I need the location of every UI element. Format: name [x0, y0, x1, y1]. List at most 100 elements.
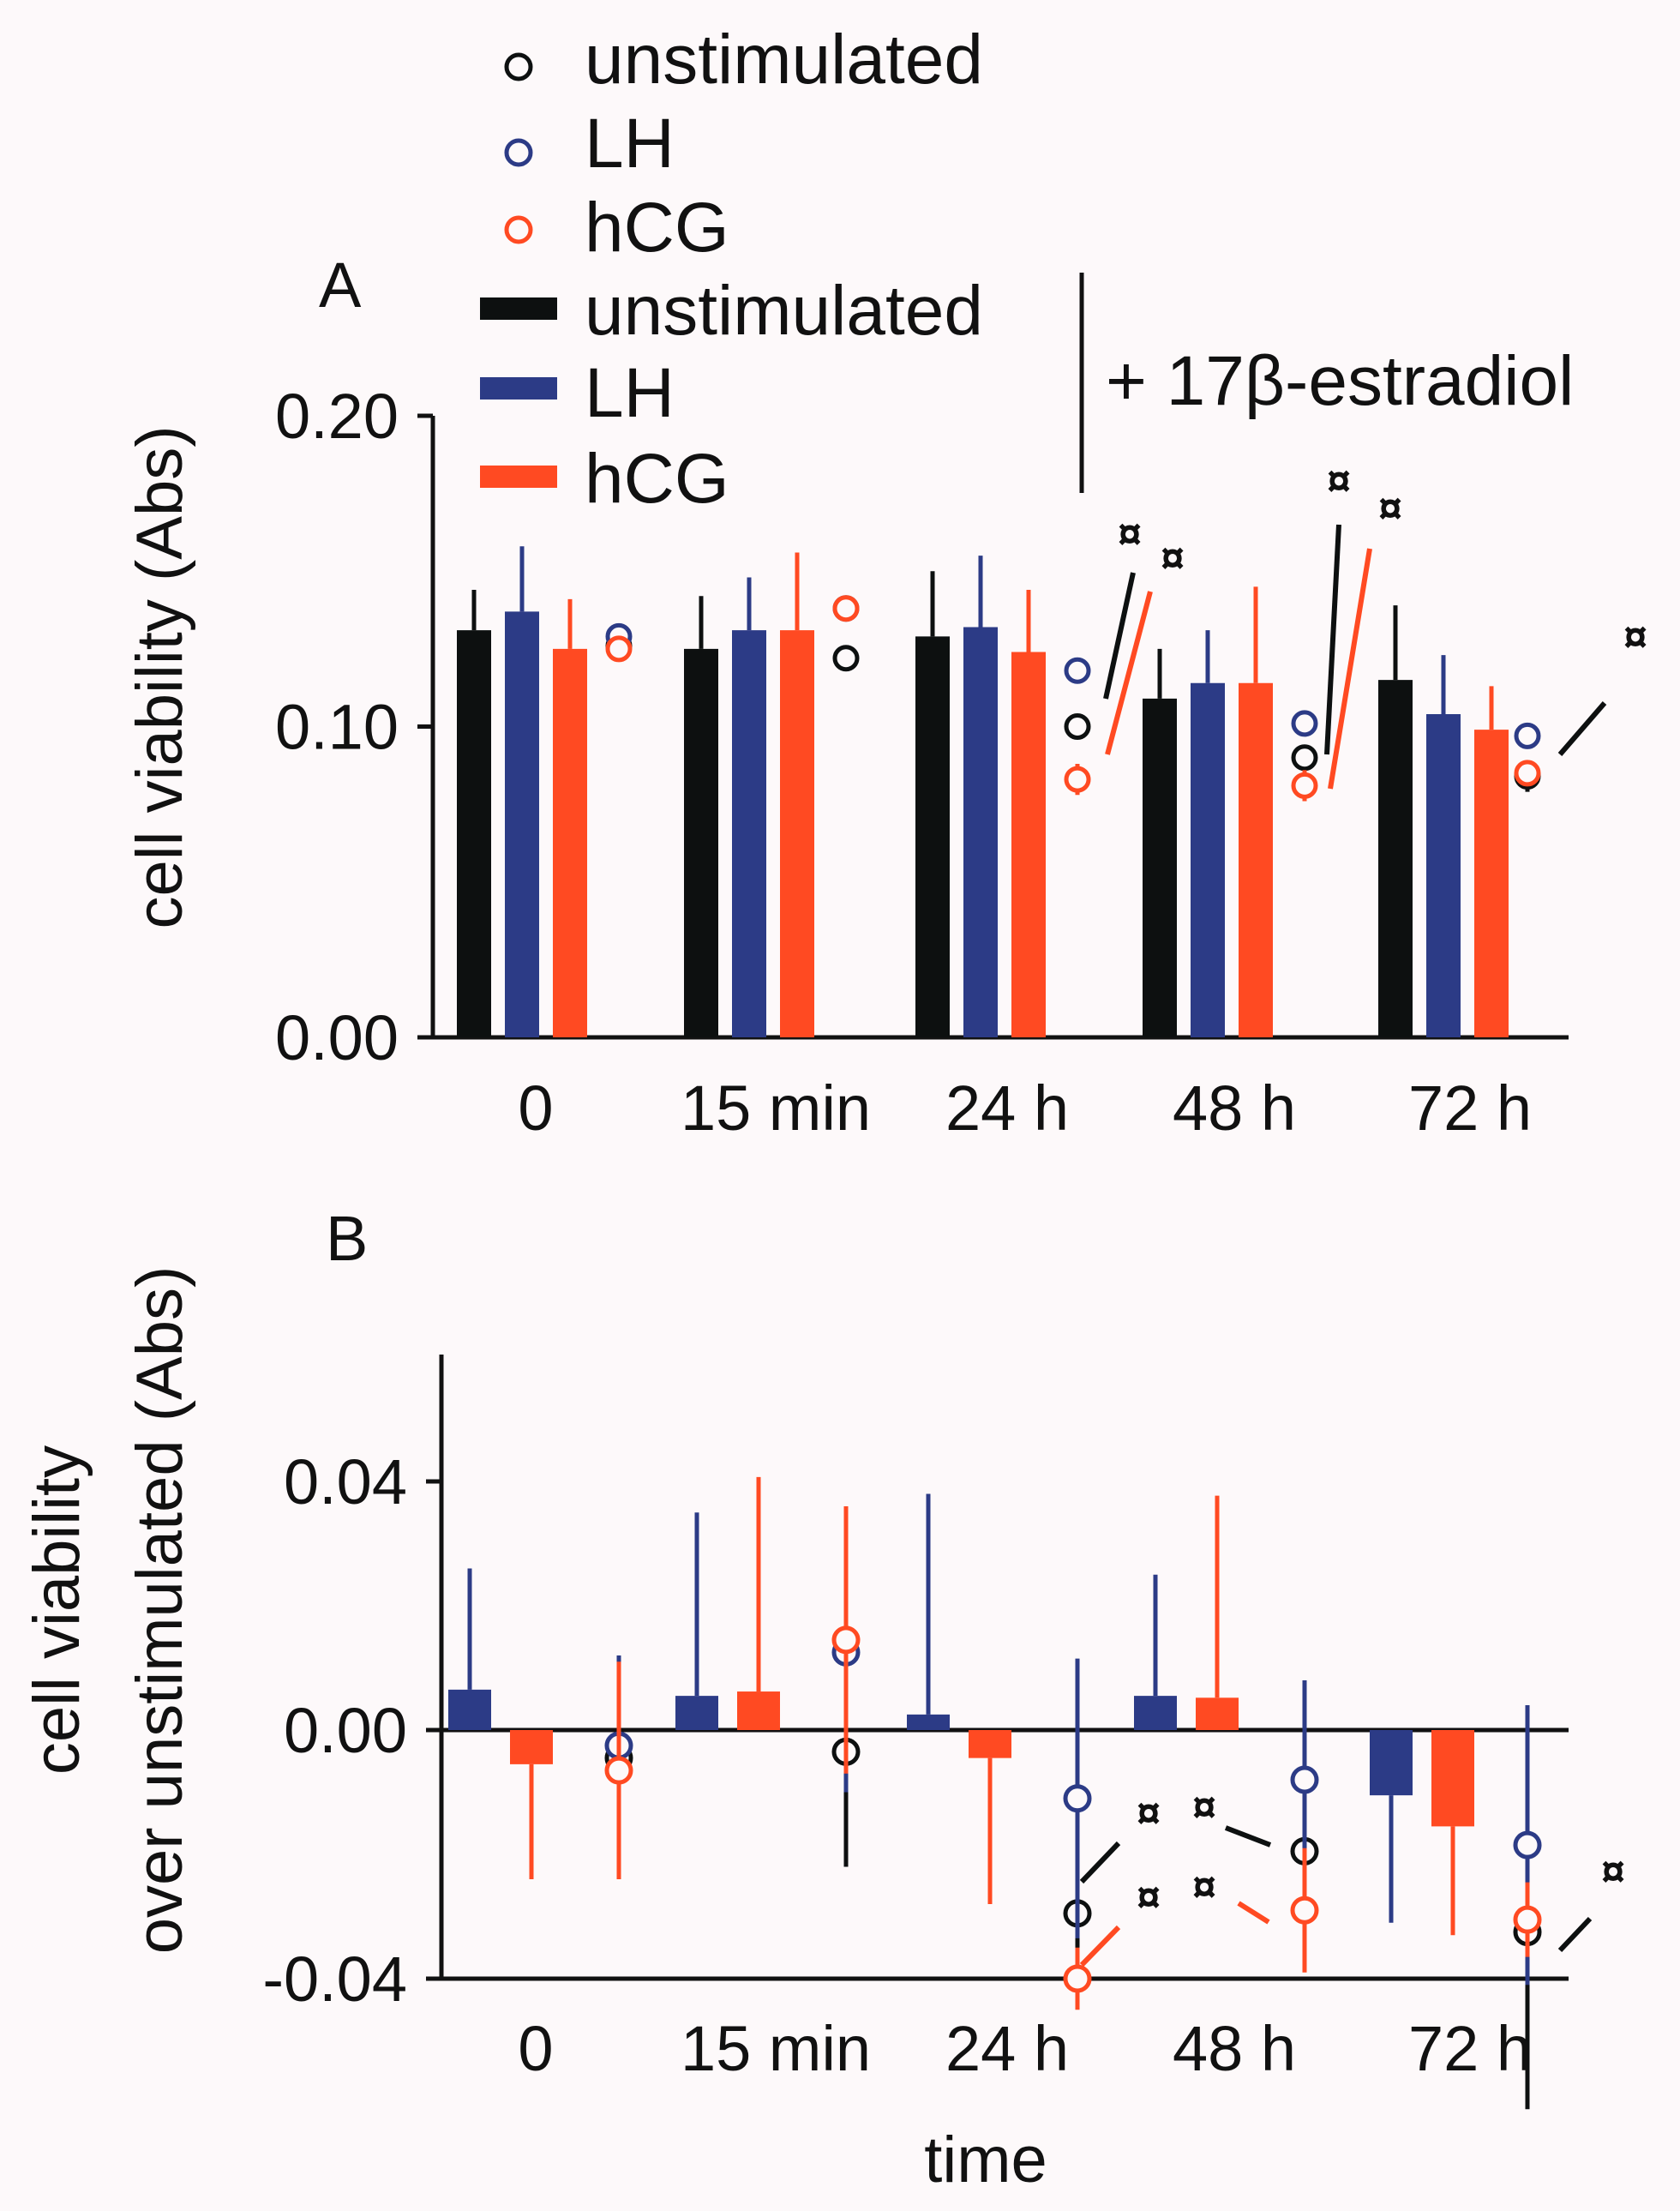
chart-b-point-lh: [1290, 1765, 1319, 1794]
chart-b-y-tick-label: -0.04: [262, 1944, 407, 2015]
chart-a-x-tick-label: 24 h: [945, 1072, 1069, 1144]
legend-circle-hcg: [504, 215, 533, 244]
chart-b-significance-line: [1557, 1916, 1593, 1953]
legend-bar-unstimulated-label: unstimulated: [585, 272, 983, 350]
panel-b-label: B: [326, 1203, 368, 1274]
chart-a-bar-hcg: [1011, 652, 1046, 1037]
chart-a: cell viability (Abs) ¤ ¤ ¤ ¤ ¤ 0.00 0.10 0.20 0…: [123, 381, 1647, 1144]
legend-circle-hcg-label: hCG: [585, 189, 729, 267]
chart-a-bar-lh: [1426, 714, 1461, 1037]
chart-a-y-tick-label: 0.10: [275, 692, 399, 763]
chart-a-point-lh: [1514, 722, 1541, 749]
chart-a-significance-line: [1557, 701, 1607, 756]
chart-b-point-lh: [1513, 1830, 1542, 1860]
chart-b-point-hcg: [1290, 1896, 1319, 1925]
chart-a-significance-line: [1328, 548, 1372, 790]
chart-b-significance-line: [1237, 1901, 1270, 1925]
chart-a-point-hcg: [1291, 772, 1318, 799]
legend-bar-unstimulated: [480, 297, 557, 320]
chart-a-significance-marker: ¤: [1161, 534, 1185, 582]
chart-b-y-tick-label: 0.00: [284, 1695, 407, 1766]
chart-a-point-lh: [1291, 710, 1318, 737]
chart-b-significance-marker: ¤: [1137, 1873, 1161, 1921]
chart-a-y-tick-label: 0.00: [275, 1002, 399, 1073]
chart-b-bar-hcg: [510, 1730, 553, 1764]
legend-circles: unstimulated LH hCG: [504, 21, 983, 267]
chart-a-point-hcg: [1064, 766, 1091, 793]
chart-a-point-lh: [1064, 657, 1091, 684]
chart-a-significance-marker: ¤: [1118, 510, 1142, 558]
panel-a-label: A: [319, 249, 362, 321]
chart-b-significance-line: [1224, 1825, 1272, 1848]
chart-a-bar-lh: [963, 627, 998, 1037]
chart-a-point-unstimulated: [1291, 744, 1318, 772]
chart-b-significance-marker: ¤: [1137, 1789, 1161, 1837]
chart-b: cell viability over unstimulated (Abs) ¤…: [21, 1266, 1625, 2196]
chart-b-significance-marker: ¤: [1601, 1848, 1625, 1896]
legend-bar-lh: [480, 377, 557, 400]
chart-a-bar-unstimulated: [1143, 698, 1177, 1037]
legend-bar-hcg-label: hCG: [585, 440, 729, 518]
chart-b-significance-marker: ¤: [1192, 1783, 1216, 1831]
chart-b-bar-lh: [907, 1714, 950, 1730]
legend-bracket-text: + 17β-estradiol: [1106, 342, 1574, 420]
chart-b-bar-lh: [1370, 1730, 1413, 1796]
chart-a-bar-lh: [505, 611, 539, 1037]
chart-a-bar-hcg: [1474, 730, 1509, 1037]
chart-a-significance-line: [1105, 591, 1153, 755]
chart-a-y-tick-label: 0.20: [275, 381, 399, 452]
chart-a-significance-line: [1103, 572, 1136, 700]
legend-circle-lh-label: LH: [585, 105, 675, 183]
chart-b-significance-marker: ¤: [1192, 1863, 1216, 1911]
chart-b-bar-lh: [448, 1689, 491, 1730]
chart-a-x-tick-label: 72 h: [1408, 1072, 1532, 1144]
chart-b-bar-hcg: [1196, 1697, 1239, 1730]
chart-a-point-hcg: [832, 595, 860, 622]
chart-a-bar-hcg: [553, 648, 587, 1037]
chart-a-bar-hcg: [780, 630, 814, 1037]
chart-a-bar-unstimulated: [684, 648, 718, 1037]
chart-a-point-unstimulated: [1064, 713, 1091, 740]
legend-bar-hcg: [480, 466, 557, 488]
chart-b-point-lh: [1063, 1784, 1092, 1813]
chart-b-bar-lh: [1134, 1696, 1177, 1730]
chart-b-point-hcg: [604, 1756, 633, 1785]
chart-b-y-tick-label: 0.04: [284, 1446, 407, 1517]
chart-a-point-hcg: [605, 635, 633, 663]
chart-a-point-unstimulated: [832, 645, 860, 672]
chart-a-significance-marker: ¤: [1378, 484, 1402, 532]
chart-a-x-tick-label: 15 min: [681, 1072, 871, 1144]
chart-a-point-hcg: [1514, 760, 1541, 787]
legend-bars: unstimulated LH hCG + 17β-estradiol: [480, 272, 1574, 518]
chart-b-bar-hcg: [737, 1691, 780, 1730]
chart-b-x-tick-label: 15 min: [681, 2013, 871, 2084]
chart-a-bar-unstimulated: [1378, 680, 1413, 1037]
chart-a-bar-lh: [1191, 682, 1225, 1037]
chart-b-x-tick-label: 72 h: [1408, 2013, 1532, 2084]
chart-b-x-axis-label: time: [924, 2124, 1047, 2196]
chart-a-significance-marker: ¤: [1327, 457, 1351, 505]
chart-a-x-tick-label: 0: [518, 1072, 553, 1144]
chart-b-point-hcg: [1513, 1905, 1542, 1934]
chart-b-point-hcg: [831, 1625, 861, 1655]
chart-a-significance-line: [1324, 524, 1341, 755]
chart-b-bar-hcg: [969, 1730, 1011, 1758]
chart-b-y-axis-label-line2: over unstimulated (Abs): [123, 1266, 196, 1955]
chart-a-bar-hcg: [1239, 682, 1273, 1037]
legend-bar-lh-label: LH: [585, 354, 675, 432]
chart-b-y-axis-label-line1: cell viability: [21, 1445, 93, 1775]
chart-b-significance-line: [1079, 1925, 1121, 1968]
chart-b-bar-hcg: [1431, 1730, 1474, 1827]
legend-circle-lh: [504, 138, 533, 167]
chart-b-bar-lh: [675, 1696, 718, 1730]
chart-a-bar-unstimulated: [915, 636, 950, 1037]
legend-circle-unstimulated: [504, 52, 533, 81]
chart-a-y-axis-label: cell viability (Abs): [123, 425, 196, 928]
chart-a-bar-lh: [732, 630, 766, 1037]
chart-a-bar-unstimulated: [457, 630, 491, 1037]
chart-b-significance-line: [1079, 1841, 1121, 1884]
chart-a-significance-marker: ¤: [1623, 613, 1647, 661]
chart-b-x-tick-label: 24 h: [945, 2013, 1069, 2084]
legend-circle-unstimulated-label: unstimulated: [585, 21, 983, 99]
